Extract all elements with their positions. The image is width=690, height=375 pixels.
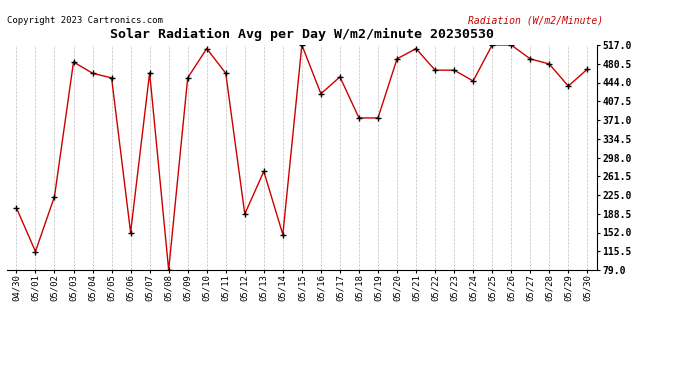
Title: Solar Radiation Avg per Day W/m2/minute 20230530: Solar Radiation Avg per Day W/m2/minute …: [110, 28, 494, 41]
Text: Radiation (W/m2/Minute): Radiation (W/m2/Minute): [468, 16, 603, 26]
Text: Copyright 2023 Cartronics.com: Copyright 2023 Cartronics.com: [7, 16, 163, 25]
